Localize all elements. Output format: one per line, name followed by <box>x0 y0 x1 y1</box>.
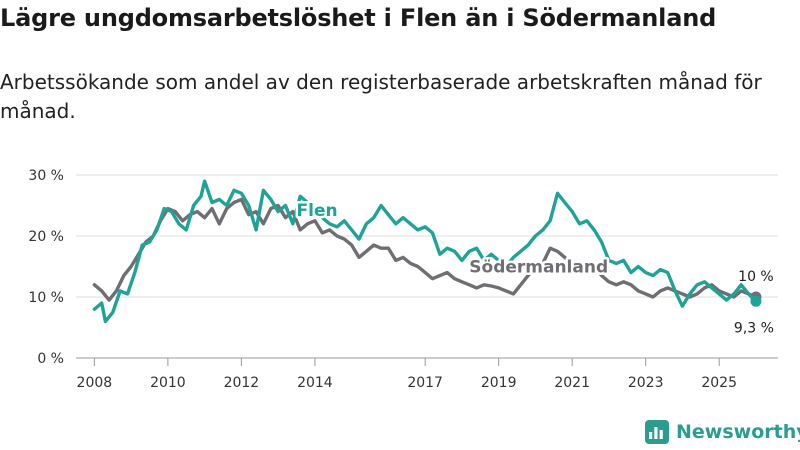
series-lines <box>92 179 762 324</box>
brand-name: Newsworthy <box>676 421 800 443</box>
bar-chart-icon <box>645 420 669 444</box>
y-tick-label: 0 % <box>37 351 64 367</box>
x-tick-label: 2021 <box>554 375 590 391</box>
x-tick-label: 2010 <box>150 375 186 391</box>
x-tick-label: 2017 <box>407 375 443 391</box>
x-tick-label: 2023 <box>628 375 664 391</box>
series-label-s-dermanland: Södermanland <box>469 258 608 278</box>
x-tick-label: 2014 <box>297 375 333 391</box>
series-line-flen <box>92 179 758 324</box>
y-tick-label: 30 % <box>28 168 64 184</box>
grid-lines <box>76 174 778 359</box>
end-point-flen <box>750 295 762 307</box>
end-value-label-flen: 9,3 % <box>734 320 774 336</box>
series-labels: Södermanland Flen 10 % 9,3 % <box>294 198 774 336</box>
x-tick-label: 2008 <box>77 375 113 391</box>
brand-logo[interactable]: Newsworthy <box>645 420 800 444</box>
x-tick-label: 2012 <box>224 375 260 391</box>
series-label-flen: Flen <box>297 201 338 221</box>
series-line-s-dermanland <box>92 197 758 302</box>
chart-subtitle: Arbetssökande som andel av den registerb… <box>0 70 762 123</box>
x-tick-label: 2019 <box>481 375 517 391</box>
x-tick-label: 2025 <box>701 375 737 391</box>
y-tick-label: 10 % <box>28 290 64 306</box>
end-value-label-sodermanland: 10 % <box>738 269 774 285</box>
y-axis: 0 % 10 % 20 % 30 % <box>28 168 64 367</box>
y-tick-label: 20 % <box>28 229 64 245</box>
x-axis: 2008 2010 2012 2014 2017 2019 2021 2023 2025 <box>77 358 737 391</box>
chart-title: Lägre ungdomsarbetslöshet i Flen än i Sö… <box>0 4 717 32</box>
